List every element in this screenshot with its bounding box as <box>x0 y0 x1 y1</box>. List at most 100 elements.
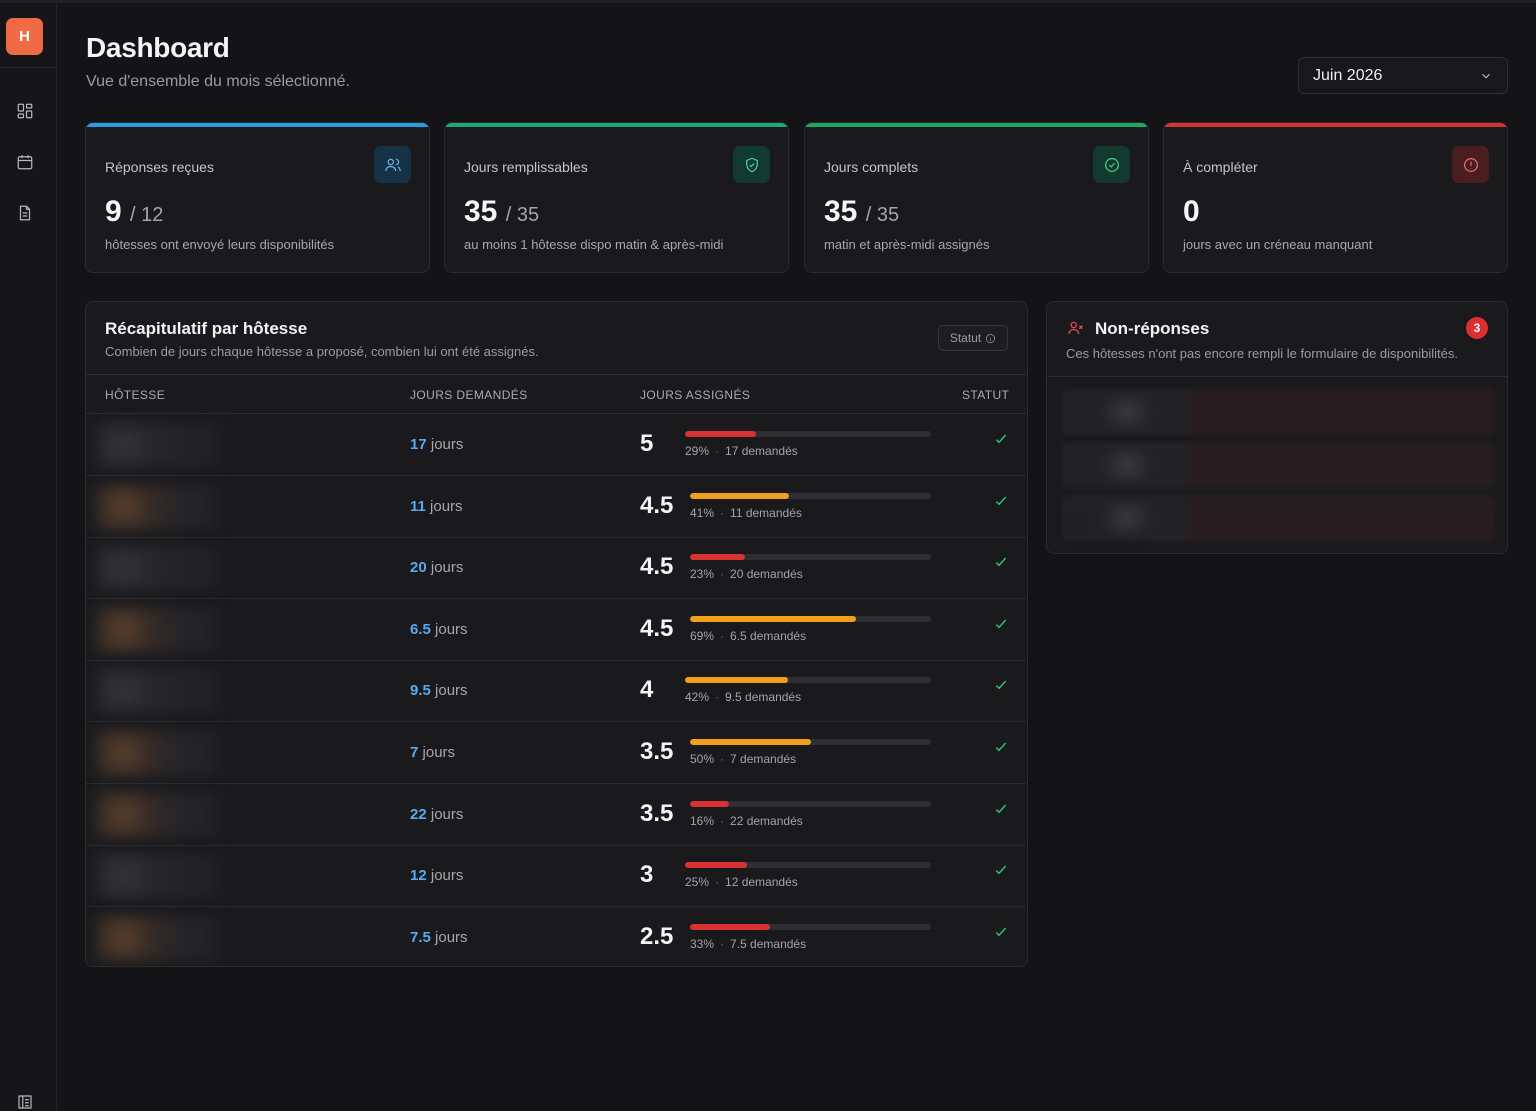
chevron-down-icon <box>1479 69 1493 83</box>
assignment-meta: 33% · 7.5 demandés <box>690 936 807 951</box>
assignment-progress-fill <box>685 431 757 437</box>
status-check-icon <box>993 801 1009 817</box>
nonresponse-item[interactable] <box>1062 389 1494 435</box>
assignment-percent: 69% <box>690 628 715 643</box>
assignment-meta: 29% · 17 demandés <box>685 444 798 458</box>
nonresponses-count-badge: 3 <box>1466 317 1488 339</box>
requested-days-unit: jours <box>422 744 456 761</box>
column-header-hostess[interactable]: HÔTESSE <box>105 388 166 402</box>
check-circle-icon <box>1093 146 1130 183</box>
assignment-progress-fill <box>685 862 747 869</box>
users-icon <box>374 146 411 183</box>
stat-value-total: / 35 <box>505 204 540 226</box>
card-accent <box>86 123 429 127</box>
requested-days: 6.5 jours <box>410 621 468 638</box>
requested-days: 20 jours <box>410 559 463 576</box>
table-row[interactable]: 11 jours 4.5 41% · 11 demandés <box>86 476 1026 538</box>
month-select-value: Juin 2026 <box>1313 66 1383 84</box>
card-accent <box>445 123 788 127</box>
stat-label: Jours complets <box>824 159 919 175</box>
assigned-days: 3.5 <box>640 799 674 827</box>
sidebar-divider <box>0 67 57 68</box>
stat-value-total: / 35 <box>865 204 900 226</box>
requested-days-value: 6.5 <box>410 620 431 638</box>
table-row[interactable]: 7 jours 3.5 50% · 7 demandés <box>86 722 1026 784</box>
requested-days: 7 jours <box>410 744 455 761</box>
assignment-progress-bar <box>690 554 931 561</box>
assigned-days: 4.5 <box>640 553 674 581</box>
requested-days-unit: jours <box>435 928 468 946</box>
assignment-meta: 23% · 20 demandés <box>690 567 803 582</box>
assignment-requested-label: 11 demandés <box>730 505 802 520</box>
requested-days: 11 jours <box>410 498 463 515</box>
requested-days-value: 7 <box>410 744 419 761</box>
hostess-avatar-blurred <box>96 791 226 838</box>
sidebar-item-calendar[interactable] <box>14 151 36 173</box>
assignment-progress-bar <box>690 492 931 499</box>
assigned-days: 4.5 <box>640 614 674 642</box>
requested-days: 9.5 jours <box>410 682 468 699</box>
requested-days-unit: jours <box>435 620 468 638</box>
assignment-progress-bar <box>690 615 931 622</box>
sidebar-item-documents[interactable] <box>14 202 36 224</box>
assignment-meta: 50% · 7 demandés <box>690 752 797 766</box>
app-logo[interactable]: H <box>6 18 43 55</box>
requested-days-value: 11 <box>410 497 426 515</box>
sidebar-item-dashboard[interactable] <box>14 100 36 122</box>
column-header-status[interactable]: STATUT <box>962 388 1010 402</box>
top-border <box>0 0 1536 3</box>
assignment-requested-label: 17 demandés <box>725 444 798 458</box>
sidebar-collapse-button[interactable] <box>14 1091 36 1111</box>
hostess-avatar-blurred <box>96 545 226 592</box>
assignment-percent: 25% <box>685 875 710 890</box>
column-header-requested[interactable]: JOURS DEMANDÉS <box>410 388 528 402</box>
table-row[interactable]: 12 jours 3 25% · 12 demandés <box>86 845 1026 908</box>
stat-value: 9 / 12 <box>105 195 163 229</box>
requested-days-value: 12 <box>410 867 427 885</box>
status-check-icon <box>993 431 1009 447</box>
assignment-requested-label: 22 demandés <box>730 813 803 828</box>
assignment-progress-fill <box>690 492 789 499</box>
stat-description: hôtesses ont envoyé leurs disponibilités <box>105 237 335 252</box>
requested-days-unit: jours <box>435 682 468 700</box>
stat-label: Jours remplissables <box>464 159 588 175</box>
statut-info-button[interactable]: Statut <box>938 325 1008 351</box>
assignment-progress-fill <box>690 739 811 745</box>
assignment-percent: 50% <box>690 752 715 766</box>
table-row[interactable]: 22 jours 3.5 16% · 22 demandés <box>86 784 1026 846</box>
month-select[interactable]: Juin 2026 <box>1298 57 1508 94</box>
stat-value: 35 / 35 <box>824 195 899 229</box>
dashboard-icon <box>17 103 33 119</box>
assignment-requested-label: 9.5 demandés <box>725 690 802 705</box>
table-row[interactable]: 17 jours 5 29% · 17 demandés <box>86 414 1026 476</box>
requested-days-unit: jours <box>430 805 464 823</box>
stat-value-main: 0 <box>1183 195 1200 228</box>
assigned-days: 2.5 <box>640 922 674 950</box>
assignment-progress-bar <box>690 923 931 930</box>
table-row[interactable]: 9.5 jours 4 42% · 9.5 demandés <box>86 660 1026 723</box>
assignment-progress-bar <box>685 677 931 684</box>
card-accent <box>805 123 1148 127</box>
assignment-percent: 41% <box>690 505 715 520</box>
recap-title: Récapitulatif par hôtesse <box>105 319 308 338</box>
stat-value: 0 <box>1183 195 1200 229</box>
stat-card-to-complete: À compléter 0 jours avec un créneau manq… <box>1163 122 1508 273</box>
nonresponses-title: Non-réponses <box>1095 319 1210 338</box>
nonresponse-item[interactable] <box>1062 442 1494 488</box>
assignment-requested-label: 6.5 demandés <box>730 628 807 643</box>
requested-days: 12 jours <box>410 867 463 884</box>
hostess-avatar-blurred <box>96 483 226 530</box>
nonresponses-subtitle: Ces hôtesses n'ont pas encore rempli le … <box>1066 346 1458 361</box>
table-row[interactable]: 20 jours 4.5 23% · 20 demandés <box>86 537 1026 600</box>
assignment-progress-fill <box>690 554 746 561</box>
table-row[interactable]: 6.5 jours 4.5 69% · 6.5 demandés <box>86 599 1026 661</box>
recap-panel: Récapitulatif par hôtesse Combien de jou… <box>85 301 1028 967</box>
status-check-icon <box>993 616 1009 632</box>
column-header-assigned[interactable]: JOURS ASSIGNÉS <box>640 388 751 402</box>
document-icon <box>19 205 31 221</box>
assignment-requested-label: 20 demandés <box>730 567 803 582</box>
assignment-percent: 23% <box>690 567 715 582</box>
assignment-meta: 41% · 11 demandés <box>690 505 802 520</box>
table-row[interactable]: 7.5 jours 2.5 33% · 7.5 demandés <box>86 907 1026 966</box>
nonresponse-item[interactable] <box>1062 495 1494 541</box>
